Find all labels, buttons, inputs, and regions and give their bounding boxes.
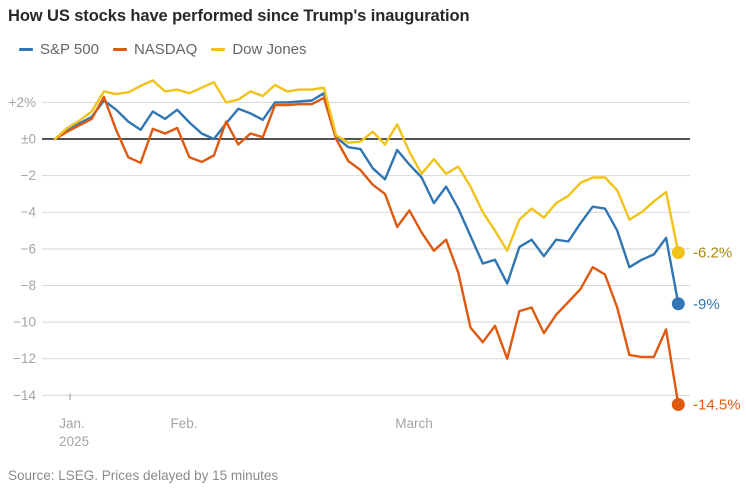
nasdaq-line-swatch-icon <box>112 47 127 52</box>
y-axis-tick-label: +2% <box>9 95 36 110</box>
y-axis-tick-label: −10 <box>13 315 36 330</box>
x-axis-tick-sublabel: 2025 <box>59 434 89 449</box>
dow-line-swatch-icon <box>211 47 226 52</box>
source-note: Source: LSEG. Prices delayed by 15 minut… <box>8 468 279 483</box>
legend-item-sp500: S&P 500 <box>19 41 99 58</box>
y-axis-tick-label: −6 <box>21 241 36 256</box>
legend-label: NASDAQ <box>133 41 198 58</box>
legend-item-dow: Dow Jones <box>211 41 307 58</box>
y-axis-tick-label: −8 <box>21 278 36 293</box>
end-dot-sp500 <box>671 297 685 311</box>
legend-item-nasdaq: NASDAQ <box>112 41 198 58</box>
end-dot-dow <box>671 246 685 260</box>
sp500-line-swatch-icon <box>19 47 33 52</box>
end-label-dow: -6.2% <box>693 245 732 262</box>
series-line-dow <box>53 79 680 254</box>
y-axis-tick-label: −14 <box>13 388 36 403</box>
x-axis-tick-label: Jan. <box>59 416 85 431</box>
x-axis-tick-label: Feb. <box>170 416 197 431</box>
end-label-sp500: -9% <box>693 296 720 313</box>
chart-title: How US stocks have performed since Trump… <box>8 7 470 25</box>
legend-label: S&P 500 <box>40 41 99 58</box>
end-dot-nasdaq <box>671 397 685 411</box>
x-axis-tick-label: March <box>395 416 433 431</box>
series-line-sp500 <box>53 91 680 305</box>
end-label-nasdaq: -14.5% <box>693 396 741 413</box>
legend-label: Dow Jones <box>232 41 307 58</box>
stock-performance-chart: +2% ±0 −2 −4 −6 −8 −10 −12 −14 Jan. 2025 Feb. March -… <box>9 79 741 449</box>
chart-legend: S&P 500 NASDAQ Dow Jones <box>19 41 307 58</box>
y-axis-tick-label: −4 <box>21 205 37 220</box>
series-line-nasdaq <box>53 95 680 406</box>
y-axis-tick-label: ±0 <box>21 132 36 147</box>
y-axis-tick-label: −12 <box>13 351 36 366</box>
y-axis-tick-label: −2 <box>21 168 36 183</box>
